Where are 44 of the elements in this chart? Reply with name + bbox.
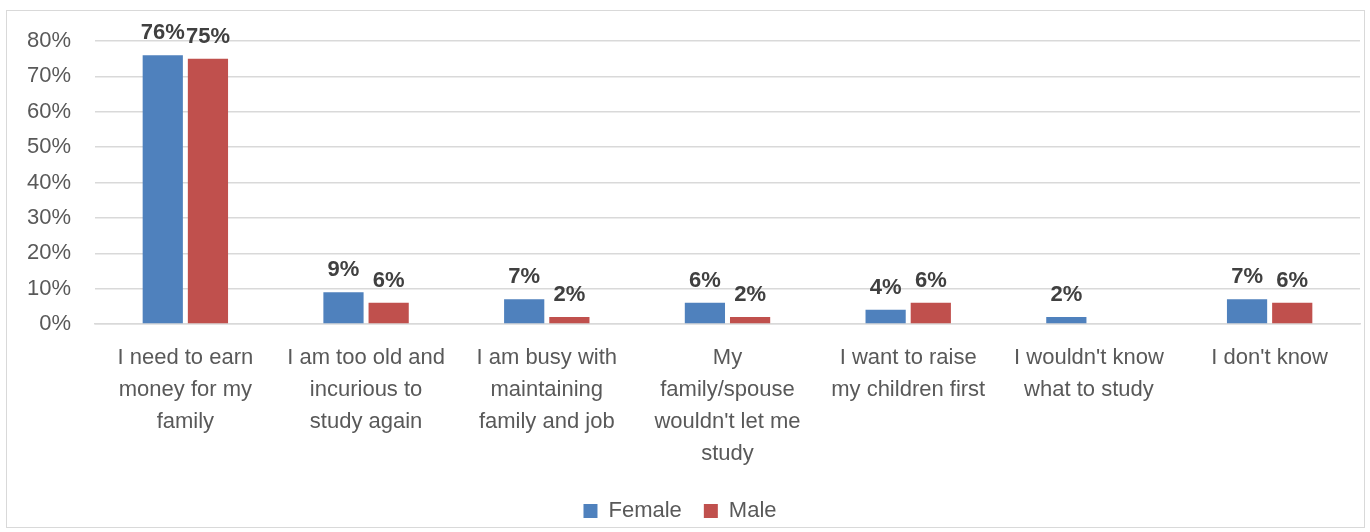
- bar: [368, 302, 409, 324]
- bar: [865, 309, 906, 324]
- legend-label: Male: [728, 497, 777, 523]
- bar: [684, 302, 726, 324]
- bar: [142, 55, 183, 324]
- x-tick-label: I don't know: [1211, 344, 1329, 370]
- x-tick-label: I need to earn money for my family: [117, 344, 254, 433]
- x-tick-label: My family/spouse wouldn't let me study: [653, 344, 801, 465]
- bar: [1226, 299, 1268, 324]
- y-tick-label: 80%: [26, 27, 71, 53]
- y-tick-label: 20%: [26, 239, 71, 265]
- x-tick-label: I wouldn't know what to study: [1014, 344, 1164, 401]
- y-tick-label: 10%: [26, 274, 71, 300]
- bar: [504, 299, 545, 324]
- bar: [187, 58, 229, 324]
- bar: [323, 292, 364, 324]
- data-label: 6%: [372, 266, 405, 292]
- data-label: 7%: [1231, 263, 1263, 289]
- bar: [549, 316, 590, 324]
- y-tick-label: 0%: [39, 310, 71, 336]
- y-tick-label: 50%: [26, 133, 71, 159]
- bar: [1272, 302, 1313, 324]
- data-label: 7%: [508, 263, 541, 289]
- x-tick-label: I want to raise my children first: [831, 344, 986, 401]
- legend-label: Female: [608, 497, 682, 523]
- y-tick-label: 70%: [26, 62, 71, 88]
- data-label: 75%: [185, 22, 230, 48]
- data-label: 2%: [734, 280, 766, 306]
- y-tick-label: 40%: [26, 168, 71, 194]
- data-label: 6%: [914, 266, 947, 292]
- x-tick-label: I am busy with maintaining family and job: [476, 344, 618, 433]
- bar: [729, 316, 771, 324]
- data-label: 2%: [1050, 280, 1083, 306]
- y-tick-label: 30%: [26, 203, 71, 229]
- bar: [1046, 316, 1087, 324]
- data-label: 4%: [869, 273, 902, 299]
- data-label: 9%: [327, 256, 360, 282]
- data-label: 2%: [553, 280, 586, 306]
- y-tick-label: 60%: [26, 97, 71, 123]
- data-label: 6%: [689, 266, 721, 292]
- bar: [910, 302, 951, 324]
- data-label: 76%: [140, 19, 185, 45]
- data-label: 6%: [1276, 266, 1309, 292]
- x-tick-label: I am too old and incurious to study again: [287, 344, 445, 433]
